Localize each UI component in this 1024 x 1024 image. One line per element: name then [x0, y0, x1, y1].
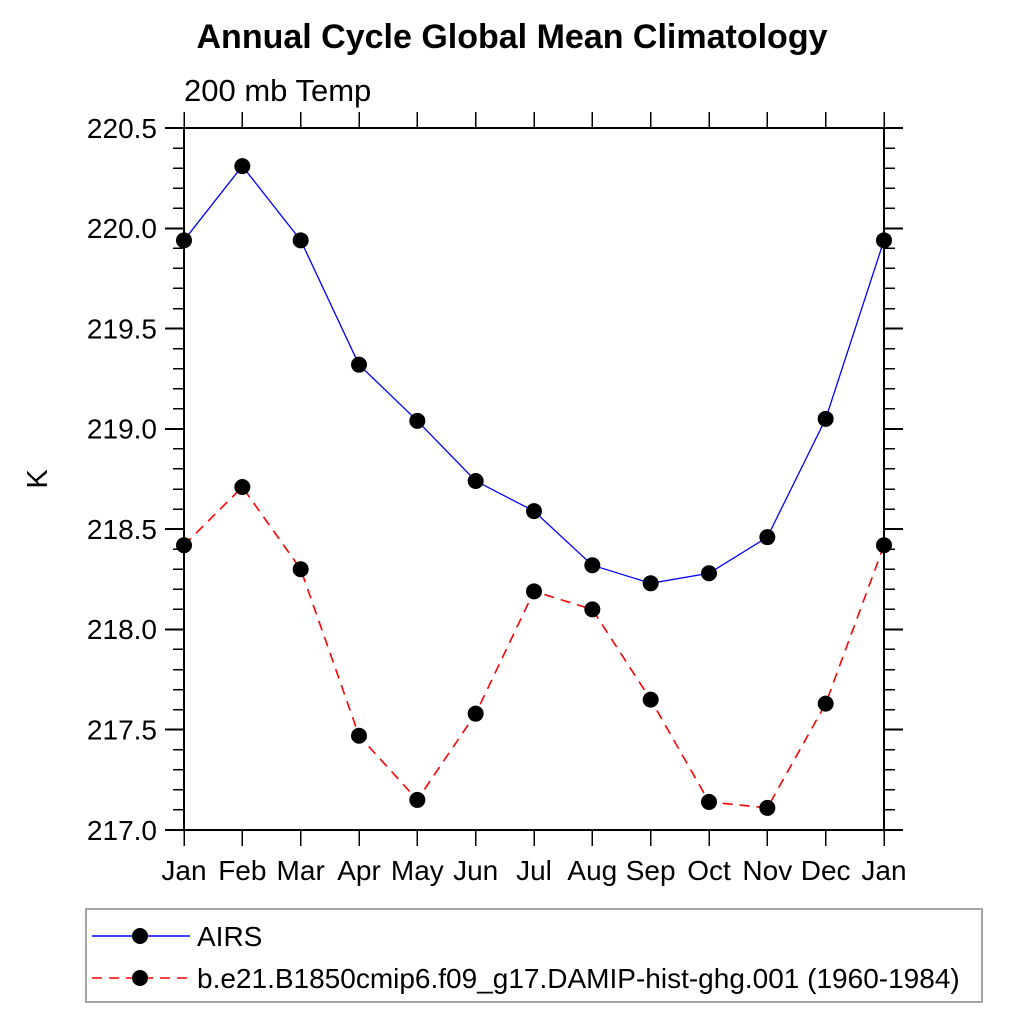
data-point-marker — [876, 232, 892, 249]
x-tick-label: Apr — [337, 855, 381, 886]
data-point-marker — [176, 537, 192, 554]
data-point-marker — [526, 583, 542, 600]
x-tick-label: Feb — [218, 855, 266, 886]
x-tick-label: Oct — [687, 855, 731, 886]
data-point-marker — [292, 232, 309, 249]
series-line-model — [183, 485, 885, 809]
legend-label-airs: AIRS — [197, 921, 262, 952]
data-point-marker — [234, 479, 251, 496]
legend-border — [85, 908, 983, 1003]
x-tick-label: Jul — [516, 855, 552, 886]
data-point-marker — [759, 529, 776, 546]
data-point-marker — [526, 503, 542, 520]
y-tick-label: 220.5 — [87, 113, 157, 144]
data-point-marker — [876, 537, 892, 554]
data-point-marker — [351, 356, 367, 373]
data-point-marker — [759, 799, 776, 816]
data-point-marker — [817, 695, 834, 712]
y-tick-label: 218.5 — [87, 514, 157, 545]
y-tick-label: 219.0 — [87, 414, 157, 445]
x-tick-label: Jan — [861, 855, 906, 886]
legend-marker-model — [132, 970, 148, 986]
x-tick-label: Jan — [161, 855, 206, 886]
data-point-marker — [701, 793, 717, 810]
y-tick-label: 218.0 — [87, 614, 157, 645]
data-point-marker — [642, 691, 659, 708]
x-tick-label: Dec — [801, 855, 851, 886]
data-point-marker — [467, 473, 484, 490]
data-point-marker — [701, 565, 717, 582]
series-line-airs — [183, 165, 885, 584]
data-point-marker — [409, 412, 426, 429]
x-tick-label: Jun — [453, 855, 498, 886]
y-tick-label: 219.5 — [87, 313, 157, 344]
x-tick-label: May — [391, 855, 444, 886]
data-point-marker — [642, 575, 659, 592]
chart-title: Annual Cycle Global Mean Climatology — [197, 18, 828, 56]
legend: AIRS b.e21.B1850cmip6.f09_g17.DAMIP-hist… — [85, 908, 983, 1003]
x-tick-label: Nov — [742, 855, 792, 886]
data-point-marker — [584, 601, 601, 618]
data-point-marker — [176, 232, 192, 249]
plot-area: 217.0 217.5 218.0 218.5 219.0 219.5 220.0 220.5… — [87, 112, 907, 886]
x-tick-label: Sep — [626, 855, 676, 886]
y-tick-label: 217.5 — [87, 715, 157, 746]
data-point-marker — [467, 705, 484, 722]
x-tick-label: Mar — [277, 855, 325, 886]
data-point-marker — [409, 791, 426, 808]
data-point-marker — [584, 557, 601, 574]
legend-label-model: b.e21.B1850cmip6.f09_g17.DAMIP-hist-ghg.… — [197, 963, 960, 994]
data-point-marker — [817, 410, 834, 427]
y-axis-label: K — [22, 469, 54, 489]
data-point-marker — [234, 158, 251, 175]
chart-subtitle: 200 mb Temp — [184, 73, 371, 108]
data-point-marker — [292, 561, 309, 578]
x-tick-label: Aug — [567, 855, 617, 886]
data-point-marker — [351, 727, 367, 744]
y-tick-label: 220.0 — [87, 213, 157, 244]
legend-marker-airs — [132, 928, 148, 944]
y-tick-label: 217.0 — [87, 815, 157, 846]
